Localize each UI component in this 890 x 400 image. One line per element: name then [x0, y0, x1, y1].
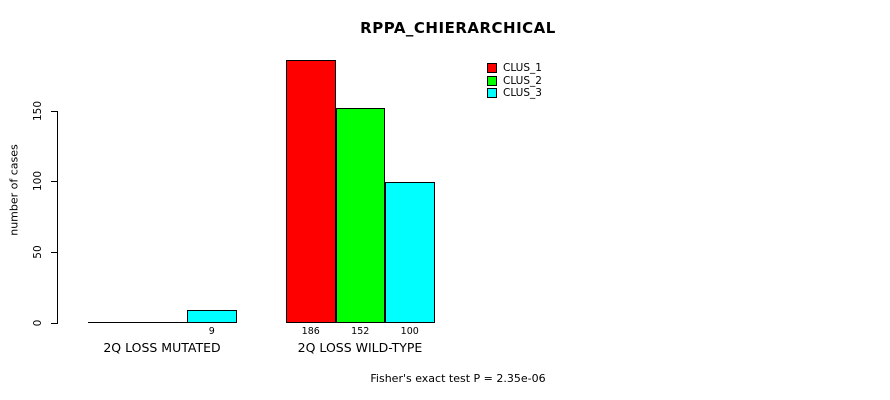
fisher-test-annotation: Fisher's exact test P = 2.35e-06: [370, 372, 546, 385]
bar-value-label-clus_1-wild-type: 186: [301, 326, 320, 337]
y-tick-150: [51, 111, 58, 112]
legend-swatch-clus_3: [487, 88, 497, 99]
y-tick-label-100: 100: [32, 170, 44, 192]
legend-label-clus_3: CLUS_3: [503, 87, 542, 100]
chart-title: RPPA_CHIERARCHICAL: [360, 19, 556, 37]
y-tick-label-150: 150: [32, 100, 44, 122]
legend-label-clus_2: CLUS_2: [503, 74, 542, 87]
y-axis-label: number of cases: [7, 144, 21, 236]
bar-value-label-clus_3-wild-type: 100: [400, 326, 419, 337]
bar-value-label-clus_2-wild-type: 152: [351, 326, 370, 337]
legend-item-clus_2: CLUS_2: [487, 75, 542, 88]
y-tick-0: [51, 323, 58, 324]
bar-clus_3-wild-type: [385, 182, 435, 323]
legend-label-clus_1: CLUS_1: [503, 62, 542, 74]
x-group-label-mutated: 2Q LOSS MUTATED: [103, 340, 221, 355]
y-tick-label-50: 50: [32, 245, 44, 259]
y-tick-50: [51, 252, 58, 253]
legend-swatch-clus_1: [487, 63, 497, 74]
y-tick-100: [51, 181, 58, 182]
bar-clus_2-wild-type: [335, 108, 385, 323]
y-tick-label-0: 0: [32, 319, 44, 327]
legend-swatch-clus_2: [487, 75, 497, 86]
legend-item-clus_3: CLUS_3: [487, 87, 542, 100]
bar-zero-clus_2-mutated: [137, 322, 188, 323]
y-axis-line: [57, 111, 58, 324]
chart-legend: CLUS_1 CLUS_2 CLUS_3: [487, 62, 542, 100]
legend-item-clus_1: CLUS_1: [487, 62, 542, 75]
bar-clus_3-mutated: [187, 310, 237, 323]
bar-zero-clus_1-mutated: [88, 322, 139, 323]
bar-value-label-clus_3-mutated: 9: [208, 326, 215, 337]
x-group-label-wild-type: 2Q LOSS WILD-TYPE: [297, 340, 423, 355]
bar-clus_1-wild-type: [286, 60, 336, 323]
